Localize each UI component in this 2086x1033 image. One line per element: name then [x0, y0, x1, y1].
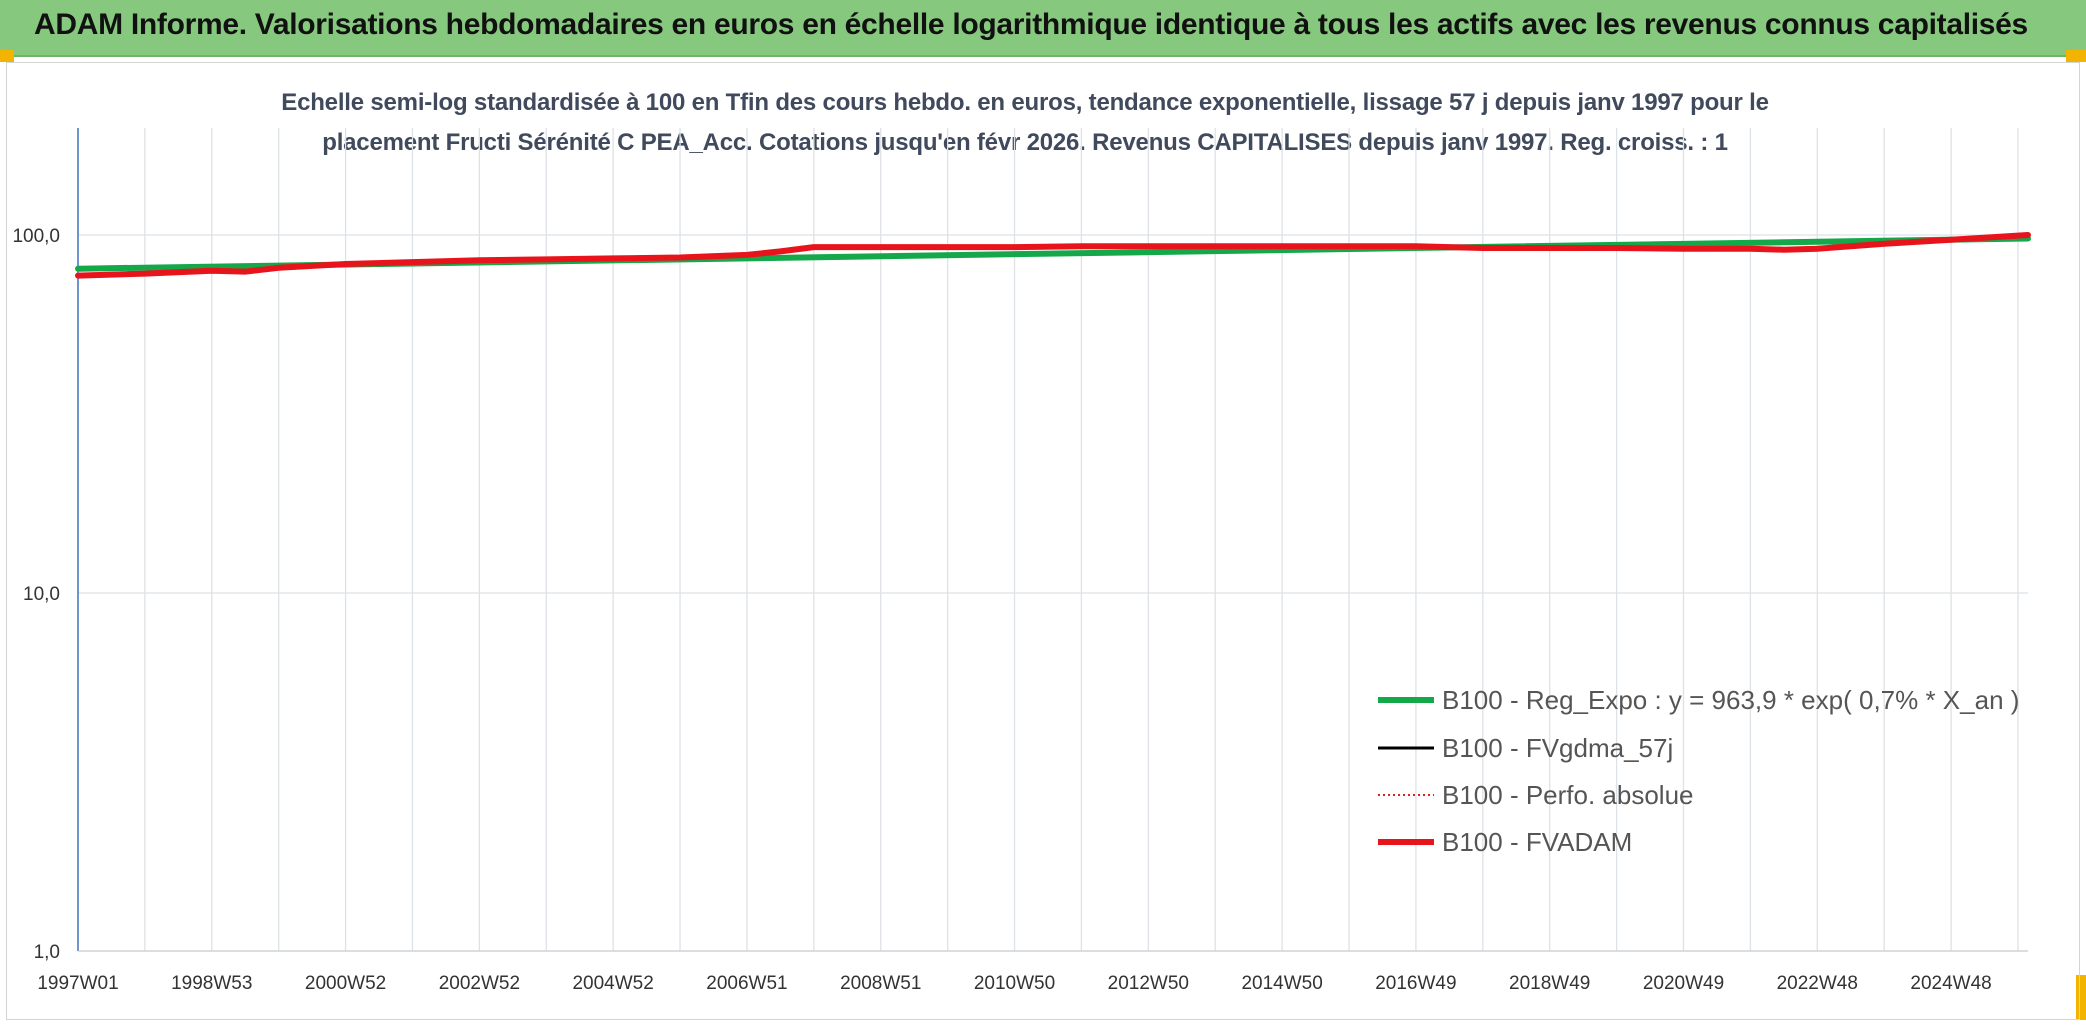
header-title: ADAM Informe. Valorisations hebdomadaire…: [34, 8, 2028, 41]
legend-label: B100 - Reg_Expo : y = 963,9 * exp( 0,7% …: [1442, 685, 2019, 715]
x-tick-label: 2022W48: [1777, 973, 1858, 994]
x-tick-label: 2008W51: [840, 973, 921, 994]
x-tick-label: 2000W52: [305, 973, 386, 994]
legend-label: B100 - Perfo. absolue: [1442, 780, 1694, 810]
legend-label: B100 - FVgdma_57j: [1442, 733, 1673, 763]
axes: 1,0 10,0 100,0 1997W01 1998W53 2000W52 2002W52…: [12, 128, 2028, 994]
legend: B100 - Reg_Expo : y = 963,9 * exp( 0,7% …: [1378, 685, 2019, 857]
y-tick-label: 100,0: [12, 226, 60, 247]
legend-label: B100 - FVADAM: [1442, 827, 1632, 857]
x-tick-label: 2012W50: [1108, 973, 1189, 994]
x-tick-label: 2006W51: [706, 973, 787, 994]
y-tick-label: 10,0: [23, 584, 60, 605]
x-tick-label: 2010W50: [974, 973, 1055, 994]
x-tick-label: 2004W52: [572, 973, 653, 994]
series-line-3: [75, 232, 2031, 279]
chart-frame: [6, 62, 2080, 1020]
corner-accent-bottom-right: [2076, 975, 2086, 1020]
x-tick-label: 2014W50: [1241, 973, 1322, 994]
x-tick-label: 2018W49: [1509, 973, 1590, 994]
x-tick-label: 1997W01: [37, 973, 118, 994]
chart-title-line-1: Echelle semi-log standardisée à 100 en T…: [281, 89, 1769, 116]
x-tick-label: 1998W53: [171, 973, 252, 994]
chart-title-line-2: placement Fructi Sérénité C PEA_Acc. Cot…: [322, 129, 1728, 156]
y-tick-label: 1,0: [34, 942, 60, 963]
series: [75, 232, 2031, 279]
corner-accent-top-left: [0, 50, 14, 62]
header-bar: ADAM Informe. Valorisations hebdomadaire…: [0, 0, 2086, 57]
x-tick-label: 2016W49: [1375, 973, 1456, 994]
x-tick-label: 2020W49: [1643, 973, 1724, 994]
corner-accent-top-right: [2066, 50, 2086, 62]
x-tick-label: 2024W48: [1910, 973, 1991, 994]
x-tick-label: 2002W52: [439, 973, 520, 994]
